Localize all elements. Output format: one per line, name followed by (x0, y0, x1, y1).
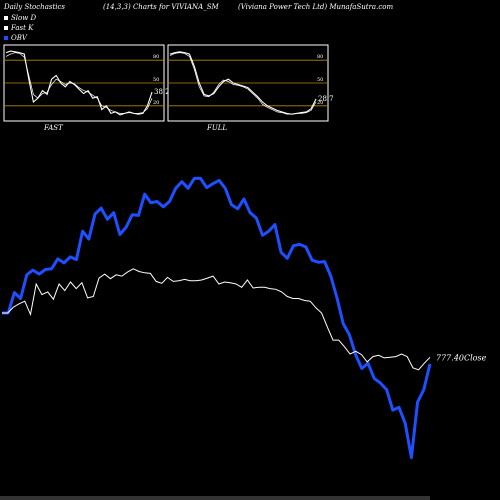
fast-level-label: 50 (153, 77, 159, 83)
obv-price-chart: 777.40Close (0, 176, 487, 500)
close-price-label: 777.40Close (436, 353, 487, 362)
legend-item-fast-k: Fast K (4, 23, 36, 33)
legend-item-slow-d: Slow D (4, 13, 36, 23)
chart-header-left: Daily Stochastics (4, 3, 66, 11)
fast-last-value-label: 38.23 (154, 88, 174, 96)
fast-panel-label: FAST (44, 124, 63, 132)
legend-label-obv: OBV (11, 34, 27, 42)
price-line (2, 268, 431, 371)
legend-label-slow-d: Slow D (11, 14, 37, 22)
fast-series-line (5, 50, 153, 116)
full-level-label: 80 (317, 54, 323, 60)
fast-level-label: 20 (153, 100, 159, 106)
legend-swatch-slow-d (4, 16, 8, 20)
fast-level-label: 80 (153, 54, 159, 60)
full-last-value-label: 28.7 (318, 95, 334, 103)
chart-header-center: (14,3,3) Charts for VIVIANA_SM (103, 3, 219, 11)
full-level-label: 50 (317, 77, 323, 83)
legend-item-obv: OBV (4, 33, 36, 43)
legend: Slow D Fast K OBV (4, 13, 36, 43)
full-level-label: 20 (317, 100, 323, 106)
full-series-line (169, 52, 317, 115)
fast-series-line (5, 52, 153, 114)
legend-label-fast-k: Fast K (11, 24, 34, 32)
full-panel-label: FULL (207, 124, 228, 132)
legend-swatch-obv (4, 36, 8, 40)
legend-swatch-fast-k (4, 26, 8, 30)
chart-header-right: (Viviana Power Tech Ltd) MunafaSutra.com (238, 3, 394, 11)
fast-stochastic-panel: 80 50 20 38.23 (3, 44, 174, 122)
volume-strip (0, 496, 430, 500)
obv-line (2, 176, 432, 460)
